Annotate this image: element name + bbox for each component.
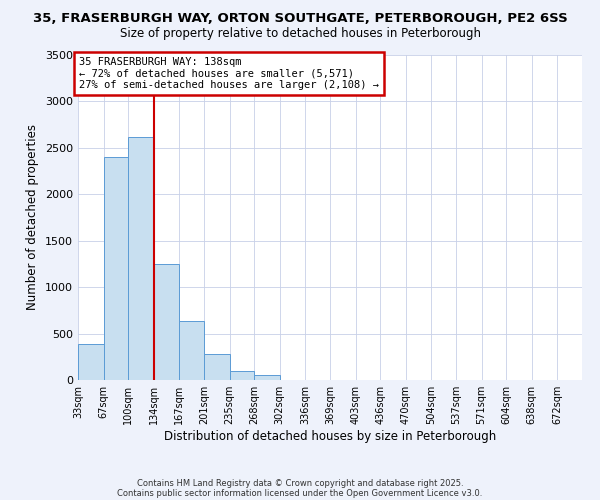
Y-axis label: Number of detached properties: Number of detached properties: [26, 124, 40, 310]
Bar: [254, 376, 280, 380]
Text: 35, FRASERBURGH WAY, ORTON SOUTHGATE, PETERBOROUGH, PE2 6SS: 35, FRASERBURGH WAY, ORTON SOUTHGATE, PE…: [32, 12, 568, 26]
X-axis label: Distribution of detached houses by size in Peterborough: Distribution of detached houses by size …: [164, 430, 496, 443]
Bar: [229, 370, 254, 380]
Bar: [78, 344, 104, 380]
Bar: [204, 354, 229, 380]
Bar: [104, 157, 128, 380]
Bar: [179, 320, 204, 380]
Text: Contains HM Land Registry data © Crown copyright and database right 2025.: Contains HM Land Registry data © Crown c…: [137, 478, 463, 488]
Text: Contains public sector information licensed under the Open Government Licence v3: Contains public sector information licen…: [118, 488, 482, 498]
Bar: [154, 264, 179, 380]
Text: 35 FRASERBURGH WAY: 138sqm
← 72% of detached houses are smaller (5,571)
27% of s: 35 FRASERBURGH WAY: 138sqm ← 72% of deta…: [79, 57, 379, 90]
Bar: [128, 136, 154, 380]
Text: Size of property relative to detached houses in Peterborough: Size of property relative to detached ho…: [119, 28, 481, 40]
